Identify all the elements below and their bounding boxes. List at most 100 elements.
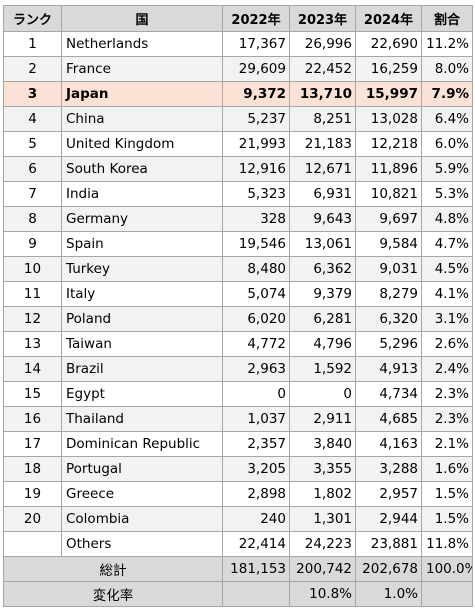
value-2024-cell: 4,734 [355,381,422,407]
header-rank: ランク [3,5,62,32]
value-2024-cell: 13,028 [355,106,422,132]
table-row: 1 Netherlands 17,367 26,996 22,690 11.2% [3,31,473,57]
total-2023: 200,742 [289,556,356,582]
rank-cell: 19 [3,481,62,507]
country-cell: China [61,106,223,132]
country-cell: Colombia [61,506,223,532]
value-2023-cell: 3,840 [289,431,356,457]
country-cell: United Kingdom [61,131,223,157]
change-rate-label: 変化率 [3,581,223,607]
value-2024-cell: 23,881 [355,531,422,557]
value-2023-cell: 6,281 [289,306,356,332]
value-2024-cell: 15,997 [355,81,422,107]
change-rate-2024: 1.0% [355,581,422,607]
country-cell: Japan [61,81,223,107]
value-2022-cell: 5,323 [222,181,290,207]
country-cell: Taiwan [61,331,223,357]
share-cell: 5.3% [421,181,473,207]
table-row: 18 Portugal 3,205 3,355 3,288 1.6% [3,456,473,482]
share-cell: 7.9% [421,81,473,107]
country-cell: Spain [61,231,223,257]
value-2023-cell: 4,796 [289,331,356,357]
value-2022-cell: 21,993 [222,131,290,157]
value-2023-cell: 1,592 [289,356,356,382]
value-2024-cell: 8,279 [355,281,422,307]
value-2023-cell: 6,362 [289,256,356,282]
value-2022-cell: 5,074 [222,281,290,307]
rank-cell: 18 [3,456,62,482]
country-cell: Turkey [61,256,223,282]
header-country: 国 [61,5,223,32]
country-cell: Others [61,531,223,557]
value-2023-cell: 13,061 [289,231,356,257]
share-cell: 5.9% [421,156,473,182]
rank-cell: 1 [3,31,62,57]
rank-cell: 9 [3,231,62,257]
value-2023-cell: 2,911 [289,406,356,432]
table-row: 4 China 5,237 8,251 13,028 6.4% [3,106,473,132]
share-cell: 2.3% [421,406,473,432]
table-row: 5 United Kingdom 21,993 21,183 12,218 6.0% [3,131,473,157]
value-2024-cell: 3,288 [355,456,422,482]
value-2022-cell: 12,916 [222,156,290,182]
value-2022-cell: 22,414 [222,531,290,557]
rank-cell: 4 [3,106,62,132]
value-2022-cell: 3,205 [222,456,290,482]
share-cell: 4.5% [421,256,473,282]
rank-cell: 20 [3,506,62,532]
value-2023-cell: 8,251 [289,106,356,132]
share-cell: 1.6% [421,456,473,482]
total-label: 総計 [3,556,223,582]
value-2022-cell: 9,372 [222,81,290,107]
value-2023-cell: 1,301 [289,506,356,532]
rank-cell: 16 [3,406,62,432]
value-2023-cell: 9,643 [289,206,356,232]
value-2022-cell: 1,037 [222,406,290,432]
rank-cell: 14 [3,356,62,382]
value-2024-cell: 9,697 [355,206,422,232]
value-2022-cell: 240 [222,506,290,532]
value-2024-cell: 4,913 [355,356,422,382]
rank-cell: 2 [3,56,62,82]
table-row: 14 Brazil 2,963 1,592 4,913 2.4% [3,356,473,382]
rank-cell: 7 [3,181,62,207]
value-2024-cell: 6,320 [355,306,422,332]
value-2023-cell: 22,452 [289,56,356,82]
total-2024: 202,678 [355,556,422,582]
country-cell: Egypt [61,381,223,407]
value-2022-cell: 5,237 [222,106,290,132]
share-cell: 8.0% [421,56,473,82]
rank-cell: 8 [3,206,62,232]
country-cell: Greece [61,481,223,507]
value-2024-cell: 9,031 [355,256,422,282]
header-row: ランク 国 2022年 2023年 2024年 割合 [3,5,473,32]
value-2023-cell: 13,710 [289,81,356,107]
rank-cell [3,531,62,557]
share-cell: 3.1% [421,306,473,332]
table-row: 6 South Korea 12,916 12,671 11,896 5.9% [3,156,473,182]
country-cell: India [61,181,223,207]
share-cell: 11.2% [421,31,473,57]
value-2024-cell: 2,957 [355,481,422,507]
total-share: 100.0% [421,556,473,582]
change-rate-2023: 10.8% [289,581,356,607]
value-2023-cell: 21,183 [289,131,356,157]
rank-cell: 10 [3,256,62,282]
header-2023: 2023年 [289,5,356,32]
table-row: 9 Spain 19,546 13,061 9,584 4.7% [3,231,473,257]
table-row: 19 Greece 2,898 1,802 2,957 1.5% [3,481,473,507]
country-cell: Netherlands [61,31,223,57]
value-2024-cell: 9,584 [355,231,422,257]
country-cell: France [61,56,223,82]
value-2023-cell: 9,379 [289,281,356,307]
value-2024-cell: 5,296 [355,331,422,357]
table-row: 13 Taiwan 4,772 4,796 5,296 2.6% [3,331,473,357]
value-2023-cell: 1,802 [289,481,356,507]
table-row: 10 Turkey 8,480 6,362 9,031 4.5% [3,256,473,282]
country-cell: Thailand [61,406,223,432]
country-cell: Poland [61,306,223,332]
table-row: 8 Germany 328 9,643 9,697 4.8% [3,206,473,232]
rank-cell: 11 [3,281,62,307]
value-2022-cell: 328 [222,206,290,232]
table-row: 2 France 29,609 22,452 16,259 8.0% [3,56,473,82]
